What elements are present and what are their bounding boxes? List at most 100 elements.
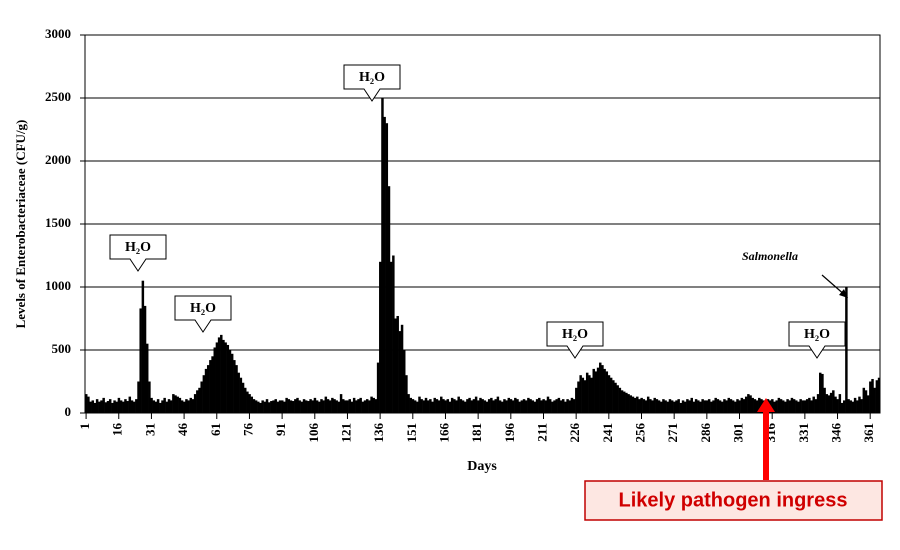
bar [498,400,502,413]
bar [115,401,118,413]
x-tick-label: 91 [273,423,288,436]
bar [673,401,676,413]
bar [104,402,108,413]
bar [204,368,208,413]
bar [814,399,818,413]
bar [137,381,140,413]
bar [398,331,402,413]
bar [805,399,809,413]
x-tick-label: 196 [502,423,517,443]
bar [150,397,153,413]
bar [792,399,796,413]
bar [348,399,352,413]
bar [172,394,175,413]
bar [448,401,452,413]
bar [712,400,715,413]
bar [128,396,132,413]
bar [202,375,206,413]
x-tick-label: 286 [698,423,713,443]
bar [734,401,737,413]
bar [281,400,284,413]
bar [302,399,306,413]
bar [688,400,691,413]
ingress-box [584,480,883,521]
bar [653,397,656,413]
bar [668,399,672,413]
bar [740,397,744,413]
bar [775,400,778,413]
annotation-arrowhead [839,289,848,298]
bar [784,401,787,413]
bar [433,397,436,413]
bar [620,390,624,413]
bar [304,400,308,413]
bar [320,399,323,413]
bar [827,395,831,413]
bar [241,382,245,413]
bar [485,401,489,413]
bar [527,397,530,413]
bar [222,339,225,413]
bar [130,400,134,413]
bar [126,401,129,413]
bar [291,401,295,413]
bar [699,401,702,413]
bar [622,391,626,413]
x-tick-label: 301 [730,423,745,443]
bar [742,399,746,413]
bar [344,400,347,413]
x-tick-label: 31 [142,423,157,436]
ingress-arrow [757,398,775,480]
bar [797,401,800,413]
bar [605,371,609,413]
bar [823,387,826,413]
bar [407,394,410,413]
bar [716,399,720,413]
bar [655,399,659,413]
bar [381,98,384,413]
bar [697,400,700,413]
bar [254,400,258,413]
bar [633,397,637,413]
bar [546,396,550,413]
bar [276,401,280,413]
bar [551,401,554,413]
bar [446,399,450,413]
bar [111,402,114,413]
bar [226,344,230,413]
bar [588,375,591,413]
bar [196,390,199,413]
bar [357,399,360,413]
bar [141,280,145,413]
bar [581,377,585,413]
bar [106,401,110,413]
x-tick-label: 76 [240,423,255,437]
bar [224,342,227,413]
bar [389,261,393,413]
bar [416,401,419,413]
bar [572,399,576,413]
bar [209,360,212,413]
y-tick-label: 1000 [45,278,71,293]
bar [518,401,521,413]
bar [681,400,685,413]
bar [365,399,369,413]
bar [494,399,497,413]
bar [108,399,112,413]
bar [866,395,870,413]
bar [463,401,467,413]
bar [781,400,785,413]
bar [599,362,602,413]
bar [516,399,519,413]
bar [585,372,589,413]
bar [122,401,125,413]
bar [87,396,90,413]
bar [392,255,395,413]
bar [444,400,447,413]
bar [307,401,310,413]
bar [459,399,463,413]
bar [270,401,273,413]
bar [252,399,256,413]
bar [117,397,121,413]
bar [294,399,297,413]
